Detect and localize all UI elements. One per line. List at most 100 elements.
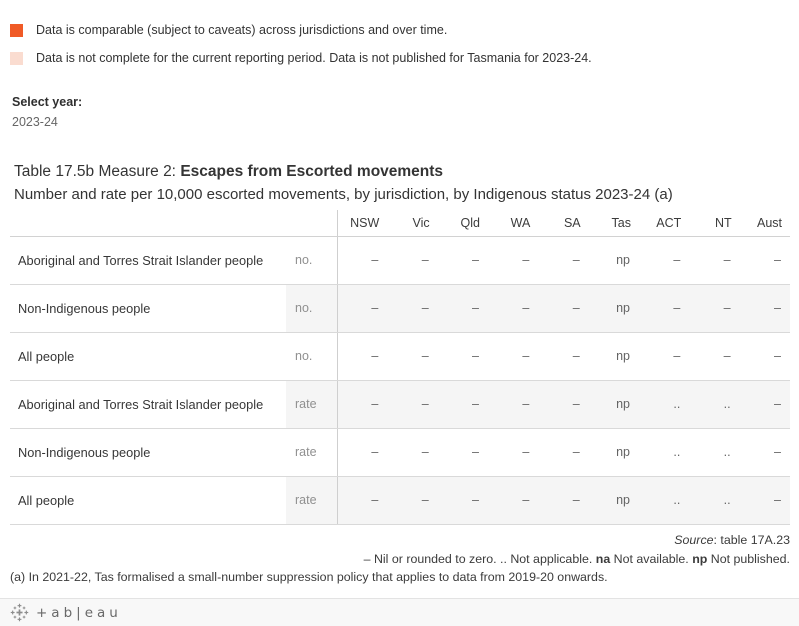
comparability-legend: Data is comparable (subject to caveats) … xyxy=(10,23,592,79)
comparable-swatch-icon xyxy=(10,23,23,37)
column-header-sa: SA xyxy=(538,210,589,237)
row-label: Non-Indigenous people xyxy=(10,428,286,477)
incomplete-swatch-icon xyxy=(10,51,23,65)
table-title: Table 17.5b Measure 2: Escapes from Esco… xyxy=(14,162,673,182)
cell-value: – xyxy=(487,380,539,429)
column-header-aust: Aust xyxy=(739,210,790,237)
table-row: All people no. – – – – – np – – – xyxy=(10,332,790,381)
row-unit: rate xyxy=(286,476,337,525)
cell-value: np xyxy=(588,236,639,285)
cell-value: np xyxy=(588,428,639,477)
cell-value: – xyxy=(487,476,539,525)
cell-value: – xyxy=(538,236,589,285)
cell-value: – xyxy=(739,380,790,429)
column-header-nsw: NSW xyxy=(336,210,388,237)
row-label: Aboriginal and Torres Strait Islander pe… xyxy=(10,236,286,285)
cell-value: – xyxy=(336,236,388,285)
escapes-data-table: NSW Vic Qld WA SA Tas ACT NT Aust Aborig… xyxy=(10,210,790,525)
cell-value: np xyxy=(588,332,639,381)
tableau-wordmark: +ab|eau xyxy=(36,604,122,621)
cell-value: – xyxy=(638,236,690,285)
column-header-tas: Tas xyxy=(588,210,639,237)
table-row: All people rate – – – – – np .. .. – xyxy=(10,476,790,525)
note-text: Not available. xyxy=(610,552,693,566)
cell-value: – xyxy=(336,476,388,525)
year-selector-value[interactable]: 2023-24 xyxy=(12,115,58,129)
cell-value: – xyxy=(387,476,438,525)
table-header-row: NSW Vic Qld WA SA Tas ACT NT Aust xyxy=(10,210,790,237)
cell-value: – xyxy=(689,236,740,285)
legend-item-comparable: Data is comparable (subject to caveats) … xyxy=(10,23,592,37)
note-na: na xyxy=(595,552,611,566)
cell-value: np xyxy=(588,476,639,525)
row-label: Aboriginal and Torres Strait Islander pe… xyxy=(10,380,286,429)
cell-value: – xyxy=(387,332,438,381)
column-header-act: ACT xyxy=(638,210,690,237)
note-np: np xyxy=(692,552,708,566)
cell-value: – xyxy=(739,236,790,285)
cell-value: – xyxy=(437,284,488,333)
column-header-qld: Qld xyxy=(437,210,488,237)
cell-value: – xyxy=(387,428,438,477)
symbols-note: – Nil or rounded to zero. .. Not applica… xyxy=(10,552,790,567)
row-label: All people xyxy=(10,332,286,381)
cell-value: – xyxy=(538,332,589,381)
cell-value: – xyxy=(689,284,740,333)
table-title-measure: Escapes from Escorted movements xyxy=(180,163,444,180)
cell-value: – xyxy=(387,236,438,285)
cell-value: .. xyxy=(638,428,690,477)
tableau-sparkle-icon xyxy=(10,603,29,622)
table-row: Non-Indigenous people no. – – – – – np –… xyxy=(10,284,790,333)
title-block: Table 17.5b Measure 2: Escapes from Esco… xyxy=(14,162,673,205)
cell-value: – xyxy=(487,284,539,333)
row-unit: no. xyxy=(286,284,337,333)
cell-value: – xyxy=(689,332,740,381)
cell-value: – xyxy=(437,236,488,285)
cell-value: – xyxy=(487,332,539,381)
cell-value: – xyxy=(538,284,589,333)
cell-value: .. xyxy=(689,380,740,429)
cell-value: – xyxy=(336,380,388,429)
note-text: – Nil or rounded to zero. .. Not applica… xyxy=(363,552,596,566)
source-word: Source xyxy=(674,533,714,547)
cell-value: – xyxy=(437,332,488,381)
cell-value: – xyxy=(387,284,438,333)
cell-value: – xyxy=(487,236,539,285)
row-label: Non-Indigenous people xyxy=(10,284,286,333)
cell-value: – xyxy=(538,428,589,477)
table-row: Non-Indigenous people rate – – – – – np … xyxy=(10,428,790,477)
cell-value: – xyxy=(538,476,589,525)
cell-value: – xyxy=(638,332,690,381)
year-selector-label: Select year: xyxy=(12,95,83,109)
table-subtitle: Number and rate per 10,000 escorted move… xyxy=(14,186,673,203)
tableau-logo[interactable]: +ab|eau xyxy=(10,603,122,622)
cell-value: np xyxy=(588,284,639,333)
header-spacer xyxy=(286,210,337,237)
cell-value: – xyxy=(336,332,388,381)
row-unit: no. xyxy=(286,332,337,381)
row-unit: rate xyxy=(286,380,337,429)
source-note: Source: table 17A.23 xyxy=(10,533,790,548)
column-header-vic: Vic xyxy=(387,210,438,237)
cell-value: – xyxy=(437,380,488,429)
table-row: Aboriginal and Torres Strait Islander pe… xyxy=(10,236,790,285)
cell-value: – xyxy=(437,428,488,477)
table-row: Aboriginal and Torres Strait Islander pe… xyxy=(10,380,790,429)
footnote-a: (a) In 2021-22, Tas formalised a small-n… xyxy=(10,570,608,584)
source-ref: : table 17A.23 xyxy=(713,533,790,547)
header-spacer xyxy=(10,210,286,237)
tableau-footer-bar: +ab|eau xyxy=(0,598,799,626)
column-header-nt: NT xyxy=(689,210,740,237)
row-unit: rate xyxy=(286,428,337,477)
cell-value: .. xyxy=(638,380,690,429)
cell-value: – xyxy=(739,332,790,381)
legend-item-label: Data is comparable (subject to caveats) … xyxy=(36,23,448,37)
column-header-wa: WA xyxy=(487,210,539,237)
cell-value: – xyxy=(387,380,438,429)
cell-value: .. xyxy=(689,428,740,477)
table-title-prefix: Table 17.5b Measure 2: xyxy=(14,163,181,180)
cell-value: – xyxy=(739,428,790,477)
cell-value: – xyxy=(336,428,388,477)
legend-item-incomplete: Data is not complete for the current rep… xyxy=(10,51,592,65)
cell-value: – xyxy=(739,284,790,333)
